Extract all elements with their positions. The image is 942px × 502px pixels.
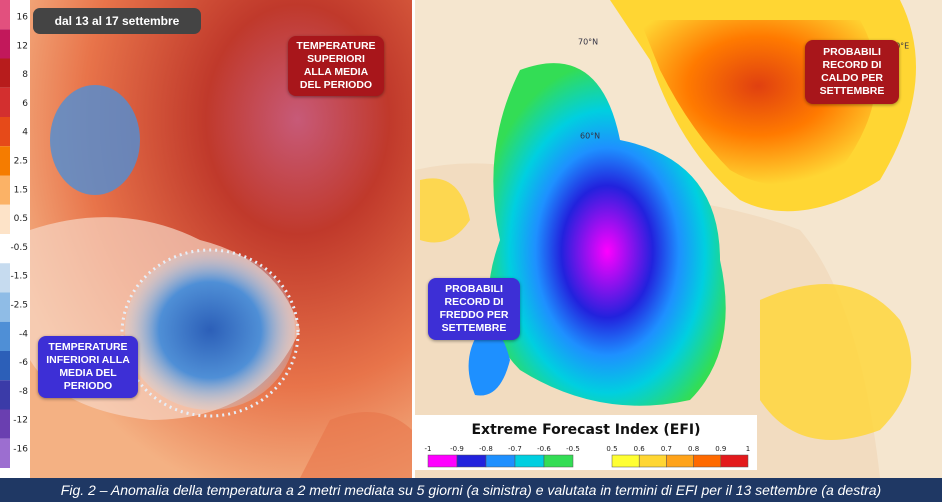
scale-cell xyxy=(0,175,10,205)
scale-label: 0.5 xyxy=(14,214,28,224)
efi-label: -0.6 xyxy=(537,445,551,453)
scale-cell xyxy=(0,117,10,147)
greenland-anomaly xyxy=(50,85,140,195)
scale-label: 1.5 xyxy=(14,185,28,195)
efi-cell xyxy=(543,454,574,468)
mediterranean-anomaly xyxy=(125,250,295,410)
scale-label: 8 xyxy=(22,70,28,80)
efi-label: 1 xyxy=(746,445,750,453)
efi-label: 0.8 xyxy=(688,445,699,453)
scale-label: 12 xyxy=(17,41,28,51)
efi-label: 0.9 xyxy=(715,445,726,453)
efi-cell xyxy=(456,454,487,468)
right-map xyxy=(415,0,942,478)
scale-cell xyxy=(0,380,10,410)
scale-cell xyxy=(0,234,10,264)
scale-cell xyxy=(0,351,10,381)
efi-cell xyxy=(485,454,516,468)
scale-label: 2.5 xyxy=(14,157,28,167)
africa-anomaly xyxy=(300,412,412,478)
maps: 16128642.51.50.5-0.5-1.5-2.5-4-6-8-12-16… xyxy=(0,0,942,478)
scale-label: -0.5 xyxy=(10,243,28,253)
scale-cell xyxy=(0,321,10,351)
efi-label: -0.5 xyxy=(566,445,580,453)
efi-label: -0.9 xyxy=(450,445,464,453)
scale-label: 4 xyxy=(22,128,28,138)
scale-cell xyxy=(0,146,10,176)
scale-label: 16 xyxy=(17,13,29,23)
grid-label: 70°N xyxy=(578,38,598,47)
scale-cell xyxy=(0,292,10,322)
efi-label: -0.7 xyxy=(508,445,522,453)
highlight-circle xyxy=(120,248,300,418)
scale-cell xyxy=(0,58,10,88)
efi-legend: Extreme Forecast Index (EFI) -1 -0.9 -0.8 -… xyxy=(415,415,757,470)
efi-cell xyxy=(638,454,667,468)
efi-cell xyxy=(693,454,722,468)
scale-label: -2.5 xyxy=(10,301,28,311)
efi-label: -0.8 xyxy=(479,445,493,453)
left-scale: 16 12 8 6 4 2.5 1.5 0.5 -0.5 -1.5 -2.5 -4 -6 -8 -12 -16 xyxy=(0,0,30,478)
date-label: dal 13 al 17 settembre xyxy=(33,8,201,34)
warm-record-callout: PROBABILI RECORD DI CALDO PER SETTEMBRE xyxy=(805,40,899,104)
scale-cell xyxy=(0,87,10,117)
scale-label: 6 xyxy=(22,99,28,109)
cold-record-callout: PROBABILI RECORD DI FREDDO PER SETTEMBRE xyxy=(428,278,520,340)
scale-label: -4 xyxy=(19,329,28,339)
scale-label: -8 xyxy=(19,387,28,397)
scale-cell xyxy=(0,29,10,59)
grid-labels: 70°N 60°N 50°E xyxy=(578,38,909,141)
efi-legend-title: Extreme Forecast Index (EFI) xyxy=(471,422,700,438)
cold-efi xyxy=(488,63,726,406)
efi-cell xyxy=(611,454,640,468)
cold-callout: TEMPERATURE INFERIORI ALLA MEDIA DEL PER… xyxy=(38,336,138,398)
caption: Fig. 2 – Anomalia della temperatura a 2 … xyxy=(0,478,942,502)
efi-cell xyxy=(427,454,458,468)
efi-label: -1 xyxy=(425,445,432,453)
efi-label: 0.6 xyxy=(634,445,646,453)
scale-label: -1.5 xyxy=(10,272,28,282)
efi-cell xyxy=(514,454,545,468)
scale-label: -6 xyxy=(19,358,28,368)
scale-cell xyxy=(0,204,10,234)
grid-label: 50°E xyxy=(890,42,909,51)
scale-cell xyxy=(0,263,10,293)
scale-cell xyxy=(0,438,10,468)
efi-label: 0.5 xyxy=(606,445,617,453)
scale-label: -12 xyxy=(13,416,28,426)
scale-cell xyxy=(0,409,10,439)
warm-efi-west xyxy=(420,178,470,243)
cold-efi-west xyxy=(468,328,510,396)
warm-callout: TEMPERATURE SUPERIORI ALLA MEDIA DEL PER… xyxy=(288,36,384,96)
grid-label: 60°N xyxy=(580,132,600,141)
warm-efi-south xyxy=(760,284,912,440)
scale-cell xyxy=(0,0,10,30)
efi-cell xyxy=(720,454,749,468)
scale-label: -16 xyxy=(13,445,28,455)
efi-cell xyxy=(666,454,694,468)
efi-label: 0.7 xyxy=(661,445,672,453)
